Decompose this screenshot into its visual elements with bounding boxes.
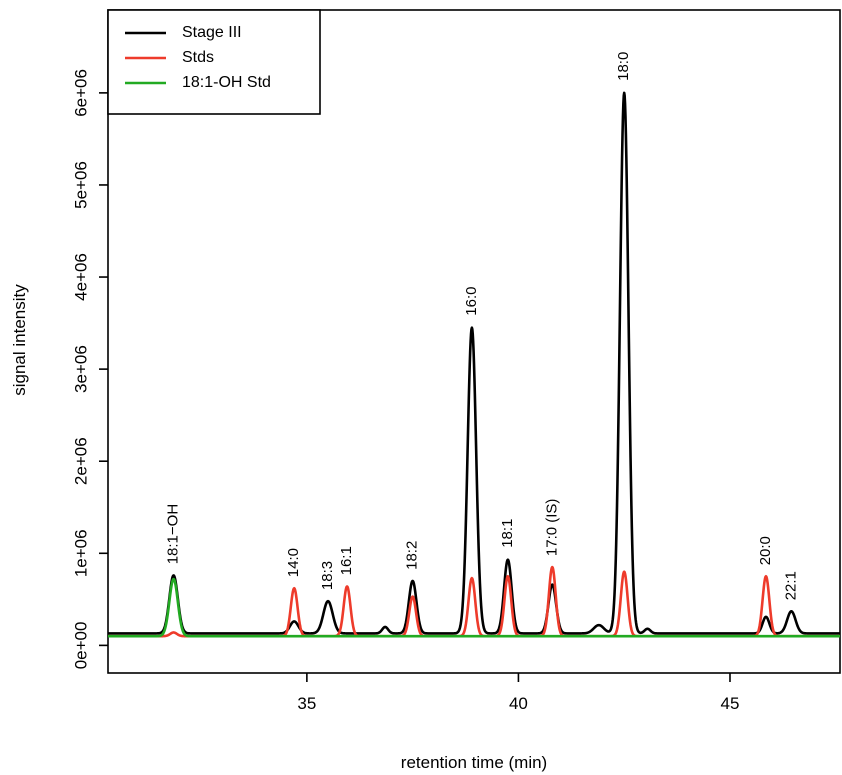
- peak-label: 20:0: [757, 536, 774, 565]
- legend-label: Stage III: [182, 24, 242, 41]
- peak-label: 18:1−OH: [165, 504, 182, 564]
- peak-label: 16:1: [338, 546, 355, 575]
- legend-label: 18:1-OH Std: [182, 74, 271, 91]
- peak-label: 18:1: [499, 519, 516, 548]
- x-tick-label: 45: [721, 694, 740, 713]
- plot-frame: [107, 9, 841, 674]
- peak-label: 18:2: [404, 541, 421, 570]
- peak-label: 14:0: [285, 548, 302, 577]
- x-axis-title: retention time (min): [401, 753, 547, 772]
- y-axis-title: signal intensity: [10, 284, 29, 396]
- x-tick-label: 35: [297, 694, 316, 713]
- x-axis: 35 40 45: [297, 673, 739, 713]
- peak-label: 16:0: [463, 286, 480, 315]
- peak-label: 18:0: [615, 52, 632, 81]
- peak-label: 17:0 (IS): [543, 499, 560, 557]
- legend: Stage III Stds 18:1-OH Std: [107, 9, 321, 115]
- y-tick-label: 3e+06: [71, 345, 90, 393]
- x-tick-label: 40: [509, 694, 528, 713]
- series-line-stage-iii: [108, 91, 840, 635]
- legend-label: Stds: [182, 49, 214, 66]
- series-layer: [108, 91, 840, 638]
- y-tick-label: 2e+06: [71, 437, 90, 485]
- y-axis: 0e+00 1e+06 2e+06 3e+06 4e+06 5e+06 6e+06: [71, 69, 108, 669]
- peak-label: 18:3: [319, 561, 336, 590]
- y-tick-label: 6e+06: [71, 69, 90, 117]
- peak-label: 22:1: [782, 571, 799, 600]
- series-line-stds: [108, 565, 840, 638]
- y-tick-label: 5e+06: [71, 161, 90, 209]
- y-tick-label: 1e+06: [71, 529, 90, 577]
- series-line-18-1-oh-std: [108, 577, 840, 638]
- legend-box: [107, 9, 321, 115]
- annotation-layer: 18:1−OH 14:0 18:316:1 18:2 16:0 18:1 17:0 (IS)…: [165, 52, 800, 601]
- y-tick-label: 4e+06: [71, 253, 90, 301]
- y-tick-label: 0e+00: [71, 622, 90, 670]
